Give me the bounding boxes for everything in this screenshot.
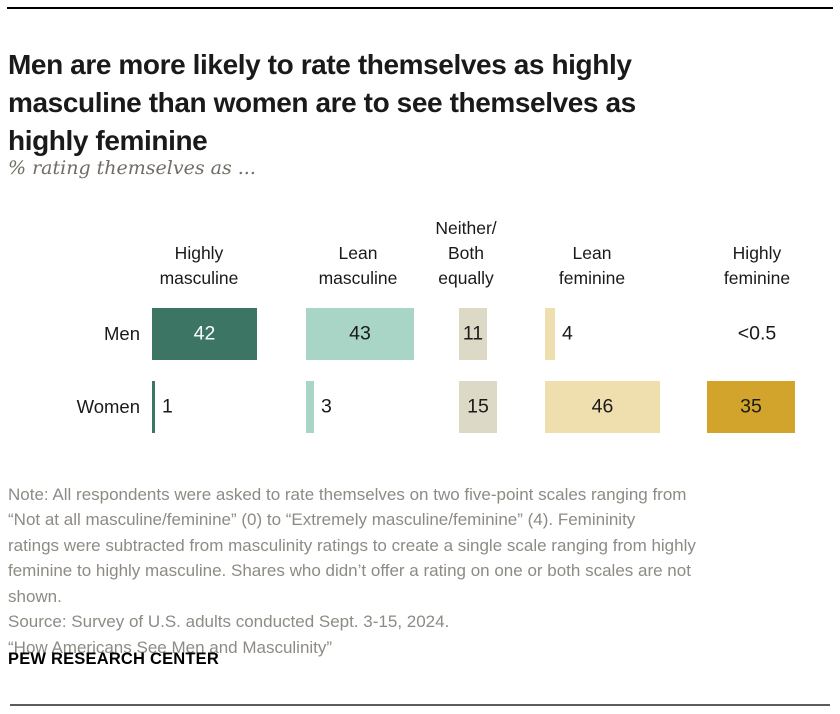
- top-divider: [7, 7, 833, 9]
- bar-women-lean-masculine: 3: [306, 381, 466, 433]
- bar-segment: [306, 308, 414, 360]
- pew-research-center-logo: PEW RESEARCH CENTER: [8, 650, 219, 668]
- bar-women-lean-feminine: 46: [545, 381, 705, 433]
- bar-value-label: 42: [193, 322, 216, 345]
- bar-value-label: 15: [467, 395, 489, 418]
- bar-segment: [707, 381, 795, 433]
- bar-men-lean-feminine: 4: [545, 308, 705, 360]
- bar-segment: [545, 381, 660, 433]
- bar-value-label: <0.5: [737, 322, 777, 345]
- bar-value-label: 35: [740, 395, 762, 418]
- bar-segment: [459, 308, 487, 360]
- bar-men-highly-feminine: <0.5: [707, 308, 840, 360]
- bar-women-neither-both-equally: 15: [459, 381, 619, 433]
- bar-segment: [459, 381, 497, 433]
- bar-men-neither-both-equally: 11: [459, 308, 619, 360]
- bar-value-label: 1: [162, 395, 173, 418]
- column-header-neither-both-equally: Neither/ Both equally: [435, 218, 497, 288]
- chart-note: Note: All respondents were asked to rate…: [8, 456, 832, 686]
- bar-men-lean-masculine: 43: [306, 308, 466, 360]
- bar-men-highly-masculine: 42: [152, 308, 312, 360]
- note-text: Note: All respondents were asked to rate…: [8, 484, 696, 606]
- bar-value-label: 4: [562, 322, 573, 345]
- bar-value-label: 3: [321, 395, 332, 418]
- page-title: Men are more likely to rate themselves a…: [8, 48, 636, 156]
- bar-segment: [545, 308, 555, 360]
- report-title-text: “How Americans See Men and Masculinity”: [8, 637, 333, 657]
- row-label-women: Women: [76, 396, 140, 417]
- bar-segment: [152, 381, 155, 433]
- bar-segment: [306, 381, 314, 433]
- chart-subtitle: % rating themselves as ...: [8, 157, 256, 179]
- bar-value-label: 11: [462, 322, 484, 345]
- bar-segment: [152, 308, 257, 360]
- bottom-divider: [10, 704, 830, 706]
- column-header-lean-feminine: Lean feminine: [558, 243, 626, 288]
- column-header-highly-masculine: Highly masculine: [159, 243, 239, 288]
- row-label-men: Men: [104, 323, 140, 344]
- bar-chart: Highly masculine Lean masculine Neither/…: [76, 218, 840, 433]
- source-text: Source: Survey of U.S. adults conducted …: [8, 612, 450, 631]
- column-header-highly-feminine: Highly feminine: [723, 243, 791, 288]
- bar-women-highly-feminine: 35: [707, 381, 840, 433]
- bar-value-label: 46: [591, 395, 614, 418]
- bar-value-label: 43: [349, 322, 371, 345]
- column-header-lean-masculine: Lean masculine: [318, 243, 398, 288]
- bar-women-highly-masculine: 1: [152, 381, 312, 433]
